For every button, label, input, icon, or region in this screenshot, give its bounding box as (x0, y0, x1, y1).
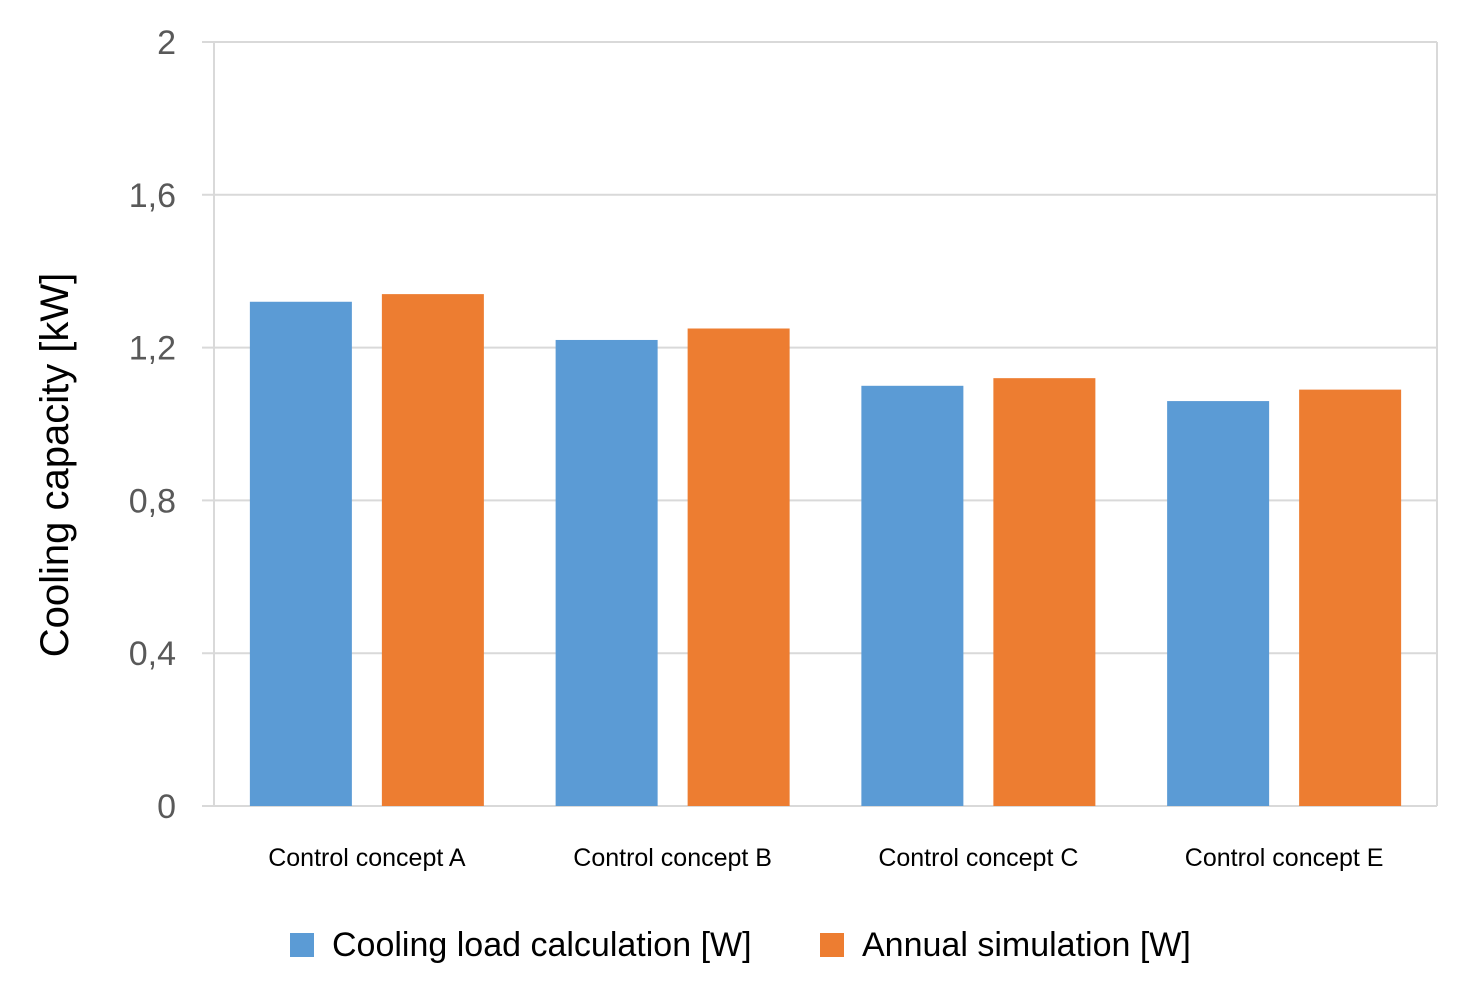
y-tick-label: 2 (157, 24, 176, 62)
x-category-label: Control concept A (268, 844, 466, 872)
bar (1167, 401, 1270, 806)
y-tick-label: 0 (157, 788, 176, 826)
legend-label: Annual simulation [W] (862, 926, 1191, 964)
x-category-label: Control concept C (878, 844, 1078, 872)
legend-swatch (290, 933, 314, 957)
x-category-labels: Control concept A Control concept B Contro… (268, 844, 1383, 872)
y-tick-label: 0,8 (129, 482, 176, 520)
y-tick-label: 1,2 (129, 330, 176, 368)
bar (861, 385, 964, 806)
y-tick-label: 0,4 (129, 635, 176, 673)
legend: Cooling load calculation [W] Annual simul… (290, 926, 1191, 964)
bars (249, 294, 1402, 806)
y-tick-labels: 0 0,4 0,8 1,2 1,6 2 (129, 24, 176, 826)
axes (213, 42, 1438, 806)
bar (555, 339, 658, 806)
x-category-label: Control concept B (573, 844, 772, 872)
bar (381, 294, 484, 806)
y-tick-label: 1,6 (129, 177, 176, 215)
bar (993, 378, 1096, 806)
bar (687, 328, 790, 806)
bar (249, 301, 352, 806)
x-category-label: Control concept E (1185, 844, 1384, 872)
legend-swatch (820, 933, 844, 957)
bar (1299, 389, 1402, 806)
y-axis-label: Cooling capacity [kW] (33, 273, 77, 658)
legend-label: Cooling load calculation [W] (332, 926, 752, 964)
